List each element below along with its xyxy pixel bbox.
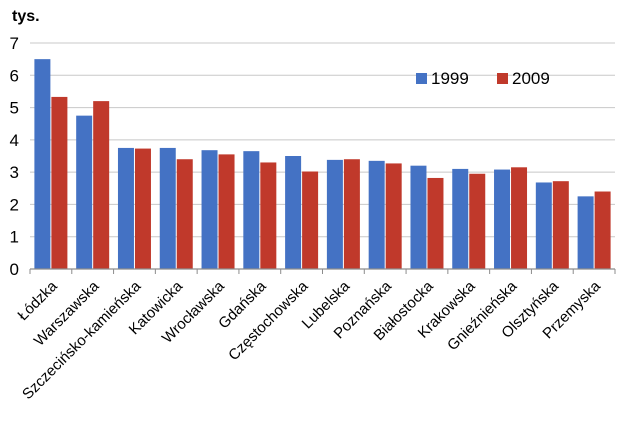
- bar-1999: [117, 147, 134, 269]
- y-tick-label: 4: [10, 131, 19, 150]
- bar-1999: [368, 160, 385, 269]
- y-tick-label: 1: [10, 228, 19, 247]
- x-axis: ŁódzkaWarszawskaSzczecińsko-kamieńskaKat…: [14, 268, 616, 403]
- bar-2009: [134, 148, 151, 269]
- y-axis: 0 1 2 3 4 5 6 7: [10, 34, 19, 279]
- bar-1999: [452, 168, 469, 269]
- bar-2009: [302, 171, 319, 269]
- bars: [34, 59, 611, 270]
- bar-1999: [76, 115, 93, 270]
- legend-swatch-1999: [416, 73, 427, 84]
- bar-1999: [159, 147, 176, 269]
- bar-2009: [93, 101, 110, 269]
- legend-swatch-2009: [497, 73, 508, 84]
- y-tick-label: 2: [10, 195, 19, 214]
- y-tick-label: 3: [10, 163, 19, 182]
- bar-2009: [469, 173, 486, 269]
- bar-2009: [385, 163, 402, 269]
- unit-label: tys.: [12, 8, 40, 25]
- bar-1999: [285, 156, 302, 269]
- bar-1999: [410, 165, 427, 269]
- bar-1999: [326, 159, 343, 269]
- y-tick-label: 5: [10, 99, 19, 118]
- bar-1999: [577, 196, 594, 269]
- bar-2009: [51, 96, 68, 269]
- bar-2009: [427, 177, 444, 269]
- legend-label: 1999: [431, 69, 469, 88]
- bar-2009: [343, 159, 360, 269]
- bar-1999: [243, 151, 260, 269]
- bar-2009: [218, 154, 235, 269]
- bar-2009: [511, 167, 528, 269]
- legend-label: 2009: [512, 69, 550, 88]
- bar-1999: [494, 169, 511, 269]
- bar-2009: [594, 191, 611, 269]
- bar-2009: [260, 162, 277, 269]
- y-tick-label: 0: [10, 260, 19, 279]
- bar-1999: [535, 182, 552, 269]
- legend: 1999 2009: [416, 69, 550, 88]
- bar-2009: [176, 159, 193, 269]
- bar-2009: [552, 181, 569, 269]
- bar-1999: [201, 150, 218, 269]
- bar-1999: [34, 59, 51, 270]
- y-tick-label: 6: [10, 66, 19, 85]
- y-tick-label: 7: [10, 34, 19, 53]
